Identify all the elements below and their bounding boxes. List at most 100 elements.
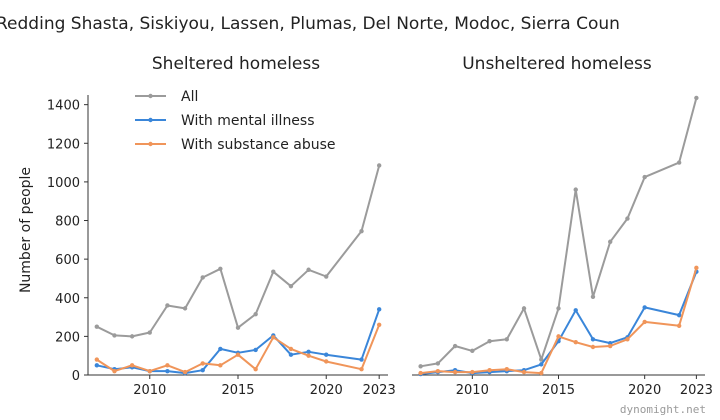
legend-label: With substance abuse bbox=[181, 137, 336, 153]
data-point bbox=[470, 348, 475, 354]
data-point bbox=[418, 370, 423, 376]
data-point bbox=[452, 369, 458, 375]
data-point bbox=[608, 343, 613, 349]
legend-swatch-marker bbox=[148, 117, 153, 123]
legend-label: With mental illness bbox=[181, 113, 315, 129]
series-all bbox=[94, 163, 382, 339]
y-tick-label: 0 bbox=[72, 369, 80, 384]
data-point bbox=[539, 362, 544, 367]
data-point bbox=[376, 322, 382, 327]
y-tick-label: 400 bbox=[55, 292, 80, 307]
series-all bbox=[418, 95, 699, 369]
x-tick-label: 2015 bbox=[542, 383, 575, 398]
series-line bbox=[420, 267, 698, 375]
y-tick-label: 800 bbox=[55, 215, 80, 230]
y-axis-label: Number of people bbox=[18, 167, 34, 293]
data-point bbox=[253, 347, 258, 353]
data-point bbox=[324, 274, 329, 279]
data-point bbox=[590, 294, 596, 299]
data-point bbox=[556, 306, 561, 311]
series-line bbox=[96, 165, 381, 338]
data-point bbox=[676, 160, 682, 165]
data-point bbox=[504, 337, 509, 342]
data-point bbox=[112, 333, 117, 338]
y-tick-label: 1200 bbox=[47, 137, 80, 152]
data-point bbox=[573, 187, 578, 192]
data-point bbox=[94, 324, 100, 329]
series-with-substance-abuse bbox=[418, 265, 699, 376]
data-point bbox=[418, 364, 423, 369]
data-point bbox=[271, 269, 276, 274]
data-point bbox=[271, 335, 276, 340]
data-point bbox=[165, 303, 170, 308]
data-point bbox=[235, 325, 241, 330]
data-point bbox=[359, 357, 364, 362]
data-point bbox=[521, 369, 527, 375]
data-point bbox=[288, 352, 294, 357]
data-point bbox=[625, 337, 630, 342]
panel-subtitle: Unsheltered homeless bbox=[462, 54, 652, 74]
data-point bbox=[218, 346, 223, 352]
x-tick-label: 2015 bbox=[221, 383, 254, 398]
data-point bbox=[235, 352, 241, 357]
data-point bbox=[573, 308, 578, 313]
data-point bbox=[676, 312, 682, 318]
legend-swatch-marker bbox=[148, 141, 153, 147]
data-point bbox=[129, 363, 135, 368]
data-point bbox=[676, 323, 682, 328]
data-point bbox=[608, 239, 613, 244]
series-with-substance-abuse bbox=[94, 322, 382, 375]
x-tick-label: 2020 bbox=[628, 383, 661, 398]
data-point bbox=[218, 266, 223, 271]
data-point bbox=[200, 367, 205, 373]
data-point bbox=[112, 368, 117, 374]
data-point bbox=[165, 363, 170, 368]
data-point bbox=[642, 174, 647, 180]
data-point bbox=[642, 319, 647, 325]
data-point bbox=[590, 337, 596, 342]
x-tick-label: 2023 bbox=[363, 383, 396, 398]
data-point bbox=[306, 349, 311, 355]
data-point bbox=[521, 306, 527, 311]
data-point bbox=[94, 357, 100, 362]
series-line bbox=[420, 97, 698, 368]
panel-2: Unsheltered homeless 2010 2015 2020 2023 bbox=[412, 54, 713, 398]
data-point bbox=[306, 353, 311, 358]
data-point bbox=[200, 361, 205, 366]
y-tick-label: 600 bbox=[55, 253, 80, 268]
data-point bbox=[573, 339, 578, 345]
watermark: dynomight.net bbox=[620, 403, 706, 416]
data-point bbox=[324, 352, 329, 357]
panel-1: Sheltered homeless 0 200 400 600 800 1000 1200 1… bbox=[47, 54, 396, 398]
data-point bbox=[253, 311, 258, 317]
y-tick-label: 1000 bbox=[47, 176, 80, 191]
data-point bbox=[129, 334, 135, 339]
y-tick-label: 1400 bbox=[47, 99, 80, 114]
legend-entry: With substance abuse bbox=[135, 137, 336, 153]
data-point bbox=[359, 367, 364, 372]
legend-label: All bbox=[181, 89, 198, 105]
data-point bbox=[435, 368, 441, 374]
data-point bbox=[642, 305, 647, 310]
data-point bbox=[218, 363, 223, 368]
data-point bbox=[288, 346, 294, 352]
data-point bbox=[487, 339, 492, 344]
series-line bbox=[96, 324, 381, 374]
panel-subtitle: Sheltered homeless bbox=[152, 54, 320, 74]
data-point bbox=[288, 283, 294, 289]
data-point bbox=[435, 361, 441, 366]
data-point bbox=[147, 368, 152, 374]
data-point bbox=[539, 370, 544, 376]
legend-swatch-marker bbox=[148, 93, 153, 99]
data-point bbox=[324, 359, 329, 364]
data-point bbox=[147, 330, 152, 335]
data-point bbox=[376, 163, 382, 168]
legend-entry: With mental illness bbox=[135, 113, 315, 129]
data-point bbox=[504, 367, 509, 372]
data-point bbox=[200, 275, 205, 280]
data-point bbox=[182, 306, 188, 311]
data-point bbox=[625, 216, 630, 221]
data-point bbox=[306, 267, 311, 272]
data-point bbox=[539, 357, 544, 362]
x-tick-label: 2023 bbox=[680, 383, 713, 398]
